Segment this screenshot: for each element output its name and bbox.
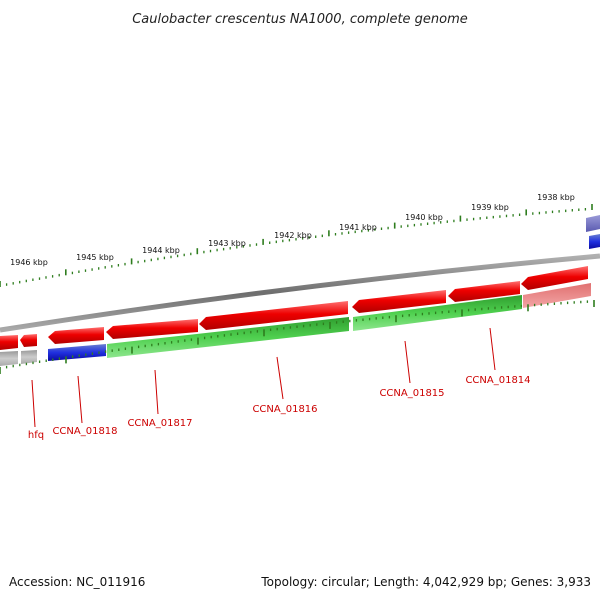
kbp-label: 1945 kbp [76, 253, 114, 262]
gene-labels: hfq CCNA_01818 CCNA_01817 CCNA_01816 CCN… [28, 327, 531, 441]
kbp-label: 1946 kbp [10, 258, 48, 267]
inner-ruler-ticks [0, 300, 595, 374]
kbp-label: 1941 kbp [339, 223, 377, 232]
gene-label-ccna-01818[interactable]: CCNA_01818 [52, 426, 117, 437]
ruler-labels: 1938 kbp 1939 kbp 1940 kbp 1941 kbp 1942… [10, 193, 575, 267]
partial-feature-blue[interactable] [589, 234, 600, 249]
cds-bar-pink[interactable] [523, 283, 591, 308]
kbp-label: 1943 kbp [208, 239, 246, 248]
cds-bar-green[interactable] [107, 317, 349, 358]
gene-label-ccna-01814[interactable]: CCNA_01814 [465, 375, 530, 386]
kbp-label: 1942 kbp [274, 231, 312, 240]
gene-label-hfq[interactable]: hfq [28, 430, 44, 441]
rna-bar-blue[interactable] [48, 344, 106, 361]
gene-arrow-forward[interactable] [48, 327, 104, 344]
gene-label-ccna-01815[interactable]: CCNA_01815 [379, 388, 444, 399]
leader-line [77, 375, 83, 424]
kbp-label: 1944 kbp [142, 246, 180, 255]
genome-title: Caulobacter crescentus NA1000, complete … [132, 12, 468, 27]
gene-label-ccna-01817[interactable]: CCNA_01817 [127, 418, 192, 429]
leader-line [489, 327, 496, 371]
ruler-ticks [0, 204, 593, 287]
gene-arrow-forward[interactable] [448, 281, 520, 302]
kbp-label: 1940 kbp [405, 213, 443, 222]
cds-bar-grey[interactable] [0, 351, 18, 366]
leader-line [31, 379, 36, 428]
leader-line [276, 356, 284, 400]
cds-bar-grey[interactable] [21, 350, 37, 364]
gene-arrow-forward[interactable] [199, 301, 348, 330]
gene-arrow-forward[interactable] [352, 290, 446, 313]
partial-feature-purple[interactable] [586, 215, 600, 232]
gene-arrow-forward[interactable] [106, 319, 198, 339]
leader-line [154, 369, 159, 415]
genome-backbone [0, 253, 600, 333]
gene-label-ccna-01816[interactable]: CCNA_01816 [252, 404, 317, 415]
leader-line [404, 340, 411, 384]
topology-text: Topology: circular; Length: 4,042,929 bp… [260, 575, 591, 589]
gene-arrow-forward[interactable] [20, 334, 37, 347]
accession-text: Accession: NC_011916 [9, 575, 145, 589]
gene-arrow-forward[interactable] [521, 266, 588, 290]
gene-arrow-forward[interactable] [0, 335, 18, 350]
kbp-label: 1939 kbp [471, 203, 509, 212]
kbp-label: 1938 kbp [537, 193, 575, 202]
